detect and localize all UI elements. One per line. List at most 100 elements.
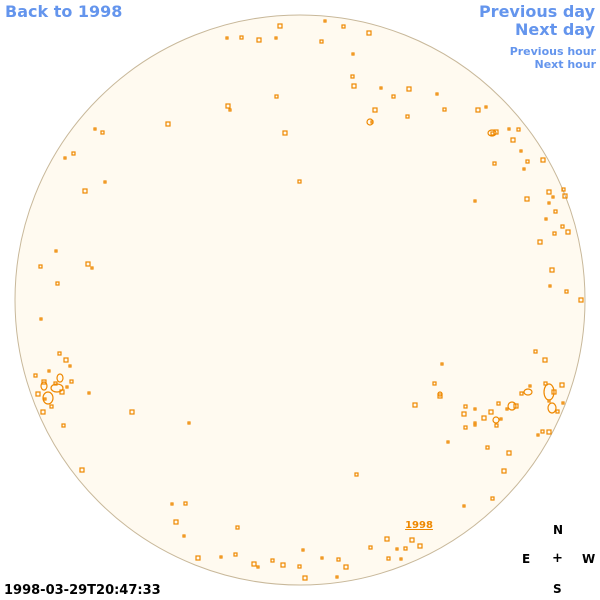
contour-mark — [560, 224, 565, 229]
contour-mark — [561, 401, 565, 405]
contour-mark — [372, 107, 378, 113]
contour-mark — [540, 157, 546, 163]
contour-mark — [473, 423, 477, 427]
contour-mark — [351, 83, 357, 89]
contour-mark — [270, 558, 275, 563]
contour-mark — [219, 555, 223, 559]
contour-ring — [437, 391, 443, 397]
contour-mark — [492, 161, 497, 166]
contour-mark — [406, 86, 412, 92]
contour-ring — [50, 383, 64, 393]
contour-mark — [446, 440, 450, 444]
contour-mark — [417, 543, 423, 549]
contour-mark — [280, 562, 286, 568]
compass-west: W — [582, 552, 596, 566]
next-hour-link[interactable]: Next hour — [534, 58, 597, 71]
contour-group — [33, 19, 584, 581]
contour-mark — [297, 179, 302, 184]
contour-mark — [57, 351, 62, 356]
contour-mark — [165, 121, 171, 127]
contour-mark — [103, 180, 107, 184]
contour-mark — [505, 407, 509, 411]
contour-mark — [65, 385, 69, 389]
contour-mark — [351, 52, 355, 56]
contour-mark — [233, 552, 238, 557]
contour-mark — [542, 357, 548, 363]
contour-mark — [409, 537, 415, 543]
contour-mark — [43, 397, 47, 401]
contour-mark — [473, 407, 477, 411]
contour-mark — [496, 401, 501, 406]
contour-mark — [432, 381, 437, 386]
contour-mark — [320, 556, 324, 560]
contour-mark — [533, 349, 538, 354]
contour-mark — [341, 24, 346, 29]
contour-mark — [256, 565, 260, 569]
contour-mark — [485, 445, 490, 450]
contour-mark — [368, 545, 373, 550]
contour-mark — [484, 105, 488, 109]
contour-ring — [366, 118, 374, 126]
contour-mark — [412, 402, 418, 408]
contour-mark — [501, 468, 507, 474]
contour-mark — [437, 393, 443, 399]
contour-mark — [63, 357, 69, 363]
contour-mark — [549, 267, 555, 273]
next-day-link[interactable]: Next day — [515, 20, 595, 39]
contour-mark — [473, 199, 477, 203]
contour-mark — [323, 19, 327, 23]
contour-mark — [100, 130, 105, 135]
contour-mark — [225, 36, 229, 40]
compass-center: + — [552, 551, 563, 566]
contour-mark — [90, 266, 94, 270]
back-link[interactable]: Back to 1998 — [5, 2, 123, 21]
contour-mark — [336, 557, 341, 562]
contour-mark — [463, 425, 468, 430]
contour-mark — [528, 384, 532, 388]
contour-mark — [182, 534, 186, 538]
contour-mark — [38, 264, 43, 269]
contour-mark — [519, 149, 523, 153]
contour-mark — [225, 103, 231, 109]
contour-mark — [481, 415, 487, 421]
contour-mark — [93, 127, 97, 131]
contour-mark — [565, 229, 571, 235]
compass-north: N — [553, 523, 564, 537]
disk-year-label[interactable]: 1998 — [405, 520, 433, 531]
contour-mark — [71, 151, 76, 156]
contour-mark — [461, 411, 467, 417]
previous-day-link[interactable]: Previous day — [478, 2, 595, 21]
contour-mark — [395, 547, 399, 551]
contour-ring — [492, 416, 500, 424]
contour-ring — [543, 383, 555, 401]
previous-hour-link[interactable]: Previous hour — [509, 45, 596, 58]
contour-mark — [403, 546, 408, 551]
contour-mark — [519, 391, 524, 396]
contour-mark — [506, 450, 512, 456]
contour-mark — [379, 86, 383, 90]
contour-mark — [79, 467, 85, 473]
contour-mark — [282, 130, 288, 136]
contour-mark — [187, 421, 191, 425]
contour-mark — [551, 195, 555, 199]
contour-mark — [47, 369, 51, 373]
contour-mark — [399, 557, 403, 561]
contour-mark — [559, 382, 565, 388]
contour-mark — [256, 37, 262, 43]
contour-mark — [555, 409, 560, 414]
compass-south: S — [553, 582, 562, 596]
contour-mark — [537, 239, 543, 245]
contour-mark — [35, 391, 41, 397]
contour-mark — [297, 564, 302, 569]
contour-mark — [488, 409, 494, 415]
contour-mark — [564, 289, 569, 294]
contour-mark — [475, 107, 481, 113]
contour-mark — [546, 429, 552, 435]
contour-mark — [228, 108, 232, 112]
contour-ring — [42, 391, 54, 405]
contour-mark — [386, 556, 391, 561]
contour-mark — [516, 127, 521, 132]
contour-mark — [548, 284, 552, 288]
contour-mark — [82, 188, 88, 194]
